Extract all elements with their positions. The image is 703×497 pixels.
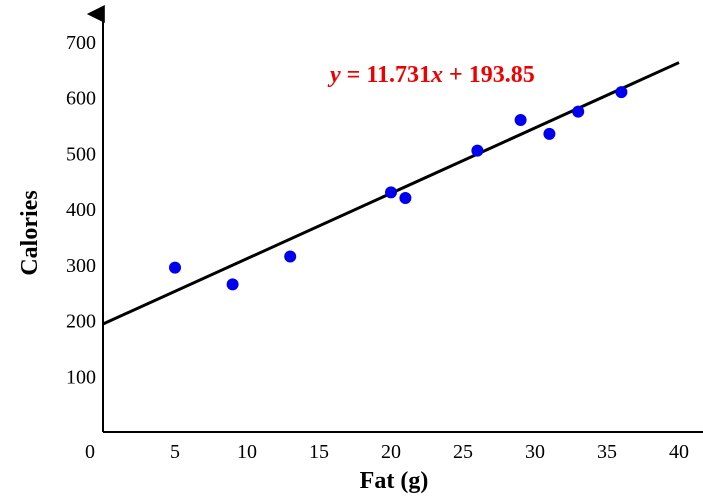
x-tick-label: 35 — [597, 441, 617, 463]
equation-slope: = 11.731 — [341, 62, 431, 88]
x-tick-label: 30 — [525, 441, 545, 463]
x-axis-ticks: 0 5 10 15 20 25 30 35 40 — [85, 441, 689, 463]
y-tick-label: 200 — [66, 311, 96, 333]
x-tick-label: 0 — [85, 441, 95, 463]
data-point — [399, 192, 412, 204]
y-tick-label: 600 — [66, 88, 96, 110]
data-point — [615, 86, 628, 99]
y-tick-label: 100 — [66, 366, 96, 388]
x-axis-title: Fat (g) — [360, 468, 429, 494]
data-point — [169, 261, 181, 274]
x-tick-label: 20 — [381, 441, 401, 463]
x-tick-label: 15 — [309, 441, 329, 463]
y-axis-ticks: 100 200 300 400 500 600 700 — [66, 32, 96, 388]
data-point — [572, 105, 585, 118]
data-point — [226, 278, 239, 291]
data-point — [471, 144, 484, 157]
data-point — [385, 186, 397, 199]
data-point — [543, 127, 556, 140]
data-point — [514, 114, 527, 126]
equation-y-var: y — [327, 62, 341, 88]
equation-label: y = 11.731x + 193.85 — [327, 62, 535, 88]
x-tick-label: 5 — [170, 441, 180, 463]
equation-intercept: + 193.85 — [443, 62, 535, 88]
y-tick-label: 400 — [66, 199, 96, 221]
y-tick-label: 700 — [66, 32, 96, 54]
data-points — [169, 86, 628, 291]
y-axis-title: Calories — [17, 190, 43, 275]
x-tick-label: 25 — [453, 441, 473, 463]
data-point — [284, 250, 297, 263]
equation-x-var: x — [430, 62, 443, 88]
y-tick-label: 300 — [66, 255, 96, 277]
x-tick-label: 10 — [237, 441, 257, 463]
x-tick-label: 40 — [669, 441, 689, 463]
y-tick-label: 500 — [66, 143, 96, 165]
